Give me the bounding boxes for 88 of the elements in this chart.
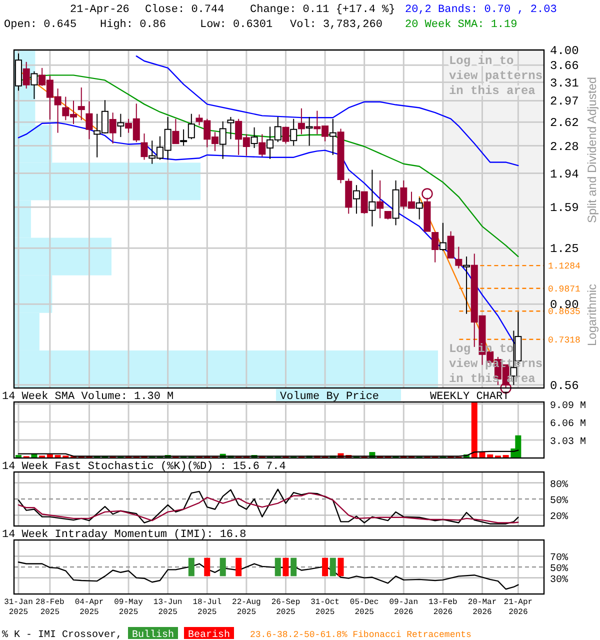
candlestick <box>86 100 93 140</box>
y-tick-label: 20% <box>550 512 568 524</box>
y-tick-label: 0.56 <box>550 378 579 393</box>
y-tick-label: 6.06 M <box>550 418 586 430</box>
ref-line-label: 1.1284 <box>548 262 580 272</box>
x-tick-label: 20-Mar 2026 <box>468 598 497 617</box>
y-tick-label: 2.97 <box>550 94 579 109</box>
chart-title: 14 Week Fast Stochastic (%K)(%D) : 15.6 7.4 <box>2 461 286 473</box>
x-tick-label: 31-Jan 2025 <box>4 598 34 617</box>
candlestick <box>298 108 305 135</box>
candlestick <box>329 118 336 156</box>
candlestick <box>352 184 360 214</box>
y-tick-label: 4.00 <box>550 44 579 58</box>
x-tick-label: 28-Feb 2025 <box>36 598 65 617</box>
candlestick <box>258 134 266 158</box>
text: Volume By Price <box>280 391 380 403</box>
annotation: WEEKLY CHART <box>430 391 510 403</box>
line-series <box>18 562 519 590</box>
text: Logarithmic <box>585 284 599 346</box>
candlestick <box>22 61 30 90</box>
ref-line-label: 0.9871 <box>548 284 580 294</box>
ref-line-label: 0.7318 <box>548 335 580 346</box>
y-tick-label: 70% <box>550 553 568 564</box>
candlestick <box>439 222 446 252</box>
x-tick-label: 21-Apr 2026 <box>504 598 533 617</box>
candlestick <box>376 180 384 219</box>
candlestick <box>78 86 85 121</box>
text: 20 Week SMA: 1.19 <box>405 19 518 31</box>
y-tick-label: 2.28 <box>550 140 579 154</box>
candlestick <box>360 191 368 214</box>
candlestick <box>455 246 462 269</box>
text: Bullish <box>132 629 174 640</box>
y-tick-label: 30% <box>550 574 568 586</box>
x-tick-label: 26-Sep 2025 <box>271 598 300 617</box>
candlestick <box>140 133 148 160</box>
candlestick <box>463 256 470 314</box>
y-tick-label: 80% <box>550 480 568 491</box>
candlestick <box>447 230 454 258</box>
text: High: 0.86 <box>100 19 166 31</box>
x-tick-label: 31-Oct 2025 <box>310 598 340 617</box>
text: Change: 0.11 {+17.4 %} <box>250 4 396 16</box>
text: Close: 0.744 <box>145 4 225 16</box>
candlestick <box>109 112 116 144</box>
text: Bearish <box>188 629 230 640</box>
text: 23.6-38.2-50-61.8% Fibonacci Retracements <box>250 630 472 640</box>
y-tick-label: 50% <box>550 564 568 575</box>
y-tick-label: 3.66 <box>550 59 579 74</box>
text: Vol: 3,783,260 <box>290 19 382 31</box>
chart-title: 14 Week SMA Volume: 1.30 M <box>2 391 174 403</box>
candlestick <box>117 113 124 138</box>
y-axis-title: Split and Dividend Adjusted <box>585 76 599 224</box>
y-tick-label: 9.09 M <box>550 400 586 412</box>
x-tick-label: 09-Jan 2026 <box>389 598 418 617</box>
y-tick-label: 1.94 <box>550 167 579 182</box>
text: 20,2 Bands: 0.70 , 2.03 <box>405 4 557 16</box>
candlestick <box>306 116 313 146</box>
x-tick-label: 13-Jun 2025 <box>153 598 182 617</box>
y-tick-label: 1.25 <box>550 242 579 256</box>
ref-line-label: 0.8635 <box>548 307 580 318</box>
text: 21-Apr-26 <box>70 4 130 16</box>
candlestick <box>172 118 180 144</box>
chart-title: 14 Week Intraday Momentum (IMI): 16.8 <box>2 529 246 541</box>
text: Low: 0.6301 <box>200 19 274 31</box>
x-tick-label: 22-Aug 2025 <box>232 598 262 617</box>
candlestick <box>30 70 38 100</box>
candlestick <box>368 169 376 227</box>
y-tick-label: 3.03 M <box>550 436 586 448</box>
candlestick <box>250 126 258 149</box>
y-tick-label: 50% <box>550 496 568 507</box>
x-tick-label: 09-May 2025 <box>114 598 144 617</box>
y-tick-label: 1.59 <box>550 201 579 216</box>
candlestick <box>432 232 439 263</box>
text: Open: 0.645 <box>4 19 77 31</box>
candlestick <box>416 197 423 220</box>
candlestick <box>290 118 298 146</box>
candlestick <box>188 113 195 140</box>
legend-title: % K - IMI Crossover, <box>2 630 122 640</box>
candlestick <box>282 126 290 144</box>
x-tick-label: 05-Dec 2025 <box>350 598 379 617</box>
x-tick-label: 13-Feb 2026 <box>428 598 458 617</box>
candlestick <box>180 128 188 146</box>
y-tick-label: 2.62 <box>550 116 579 130</box>
candlestick <box>219 120 226 160</box>
candlestick <box>227 116 234 140</box>
band-label: Log in to view patterns in this area <box>448 54 543 98</box>
x-tick-label: 04-Apr 2025 <box>74 598 104 617</box>
x-tick-label: 18-Jul 2025 <box>192 598 222 617</box>
y-tick-label: 3.31 <box>550 76 579 90</box>
